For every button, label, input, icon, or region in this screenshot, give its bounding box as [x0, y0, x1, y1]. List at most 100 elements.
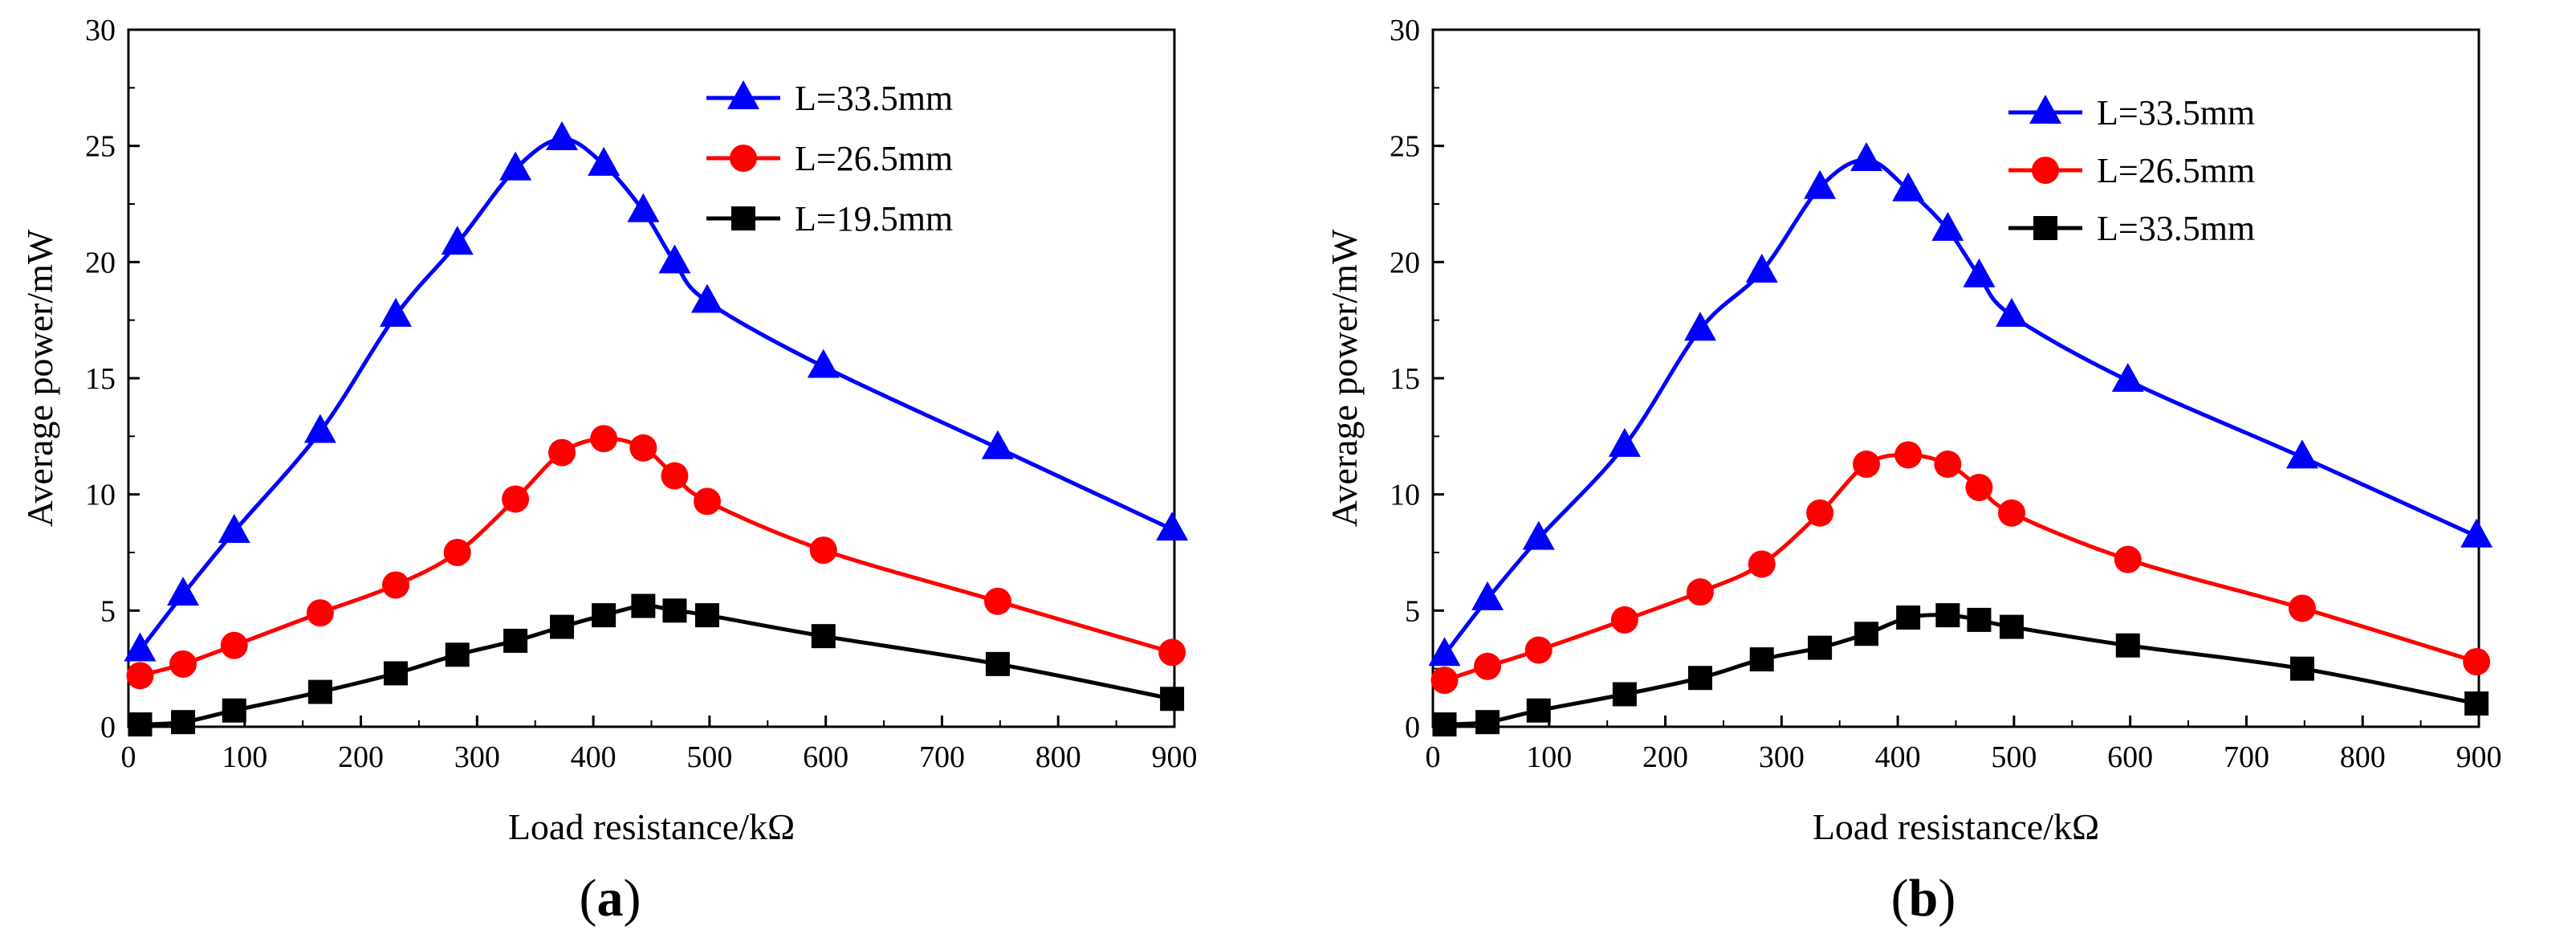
series-line: [1443, 452, 2477, 683]
series-line: [140, 603, 1173, 727]
data-point: [128, 712, 153, 737]
data-point: [2111, 362, 2144, 392]
y-tick-label: 20: [85, 246, 116, 279]
series-line: [1443, 157, 2478, 656]
data-point: [662, 598, 687, 623]
data-point: [169, 650, 197, 678]
data-point: [1892, 172, 1925, 202]
data-point: [590, 425, 618, 453]
data-point: [1896, 605, 1921, 630]
legend-label: L=33.5mm: [2097, 93, 2255, 133]
data-point: [1995, 297, 2028, 327]
legend-entry: L=33.5mm: [2008, 209, 2255, 248]
y-tick-label: 0: [100, 711, 116, 744]
x-tick-label: 300: [454, 740, 500, 774]
y-tick-label: 5: [1405, 594, 1420, 628]
data-point: [592, 603, 617, 628]
data-point: [499, 151, 532, 181]
data-point: [303, 414, 336, 443]
data-point: [1854, 622, 1879, 646]
data-point: [2285, 439, 2318, 469]
data-point: [588, 146, 621, 176]
legend-marker: [731, 206, 755, 230]
data-point: [985, 651, 1010, 676]
data-point: [1522, 520, 1555, 550]
data-point: [1526, 698, 1551, 723]
x-tick-label: 0: [1426, 740, 1441, 774]
data-point: [443, 539, 471, 566]
data-point: [1931, 211, 1964, 241]
x-tick-label: 800: [2340, 740, 2386, 774]
data-point: [983, 587, 1011, 615]
data-point: [502, 485, 530, 513]
legend-marker: [730, 145, 757, 172]
chart-panel-a: 0 100 200 300 400 500 600 700 800 900 0 5 10 15 20 25 30…: [19, 14, 1198, 928]
legend-marker: [2033, 216, 2057, 240]
x-axis-label: Load resistance/kΩ: [1813, 806, 2099, 847]
y-tick-label: 5: [100, 594, 116, 628]
data-point: [627, 193, 660, 222]
data-point: [218, 513, 250, 543]
y-tick-label: 15: [1390, 362, 1420, 396]
data-point: [2463, 647, 2491, 675]
data-point: [1686, 578, 1714, 606]
data-point: [546, 120, 579, 150]
data-point: [1850, 142, 1883, 172]
data-point: [167, 577, 200, 606]
series-triangle: [1428, 142, 2493, 667]
data-point: [126, 662, 154, 690]
data-point: [661, 462, 689, 490]
data-point: [1934, 451, 1962, 479]
data-point: [2114, 545, 2142, 573]
data-point: [1524, 636, 1553, 664]
x-tick-label: 400: [1875, 740, 1921, 774]
x-tick-label: 200: [1642, 740, 1688, 774]
data-point: [503, 628, 528, 653]
data-point: [1428, 637, 1461, 667]
data-point: [631, 593, 656, 618]
data-point: [807, 349, 840, 378]
legend-marker: [2032, 157, 2059, 184]
x-tick-label: 600: [803, 740, 848, 774]
legend-marker: [2029, 95, 2061, 124]
legend-entry: L=33.5mm: [2008, 93, 2255, 133]
x-tick-label: 400: [571, 740, 617, 774]
legend-entry: L=19.5mm: [706, 199, 953, 239]
legend-marker: [727, 80, 759, 109]
series-circle: [1430, 441, 2491, 695]
data-point: [445, 642, 470, 667]
data-point: [694, 603, 719, 628]
data-point: [1894, 441, 1923, 469]
data-point: [1608, 427, 1641, 457]
data-point: [2289, 656, 2314, 681]
y-tick-label: 25: [1390, 130, 1420, 164]
data-point: [1471, 581, 1504, 610]
legend-label: L=26.5mm: [2097, 151, 2255, 190]
legend-entry: L=33.5mm: [706, 79, 953, 118]
x-tick-label: 500: [686, 740, 732, 774]
data-point: [1749, 647, 1774, 672]
data-point: [693, 487, 721, 516]
y-tick-label: 25: [85, 130, 116, 164]
data-point: [629, 434, 657, 462]
series-square: [128, 593, 1185, 737]
legend-label: L=33.5mm: [2097, 209, 2255, 248]
y-axis-label: Average power/mW: [1324, 229, 1365, 527]
data-point: [222, 698, 246, 723]
data-point: [690, 283, 723, 313]
data-point: [171, 710, 196, 735]
y-tick-label: 30: [1390, 14, 1420, 47]
x-tick-label: 100: [222, 740, 267, 774]
legend-label: L=26.5mm: [795, 139, 953, 178]
y-tick-label: 10: [1390, 479, 1420, 512]
data-point: [550, 614, 575, 639]
series-square: [1432, 603, 2489, 737]
data-point: [1935, 603, 1960, 628]
plot-frame: [127, 28, 1176, 728]
x-tick-label: 900: [1152, 740, 1198, 774]
data-point: [1474, 652, 1502, 680]
data-point: [383, 661, 408, 686]
data-point: [1963, 258, 1996, 287]
data-point: [1965, 473, 1993, 501]
data-point: [381, 571, 409, 599]
